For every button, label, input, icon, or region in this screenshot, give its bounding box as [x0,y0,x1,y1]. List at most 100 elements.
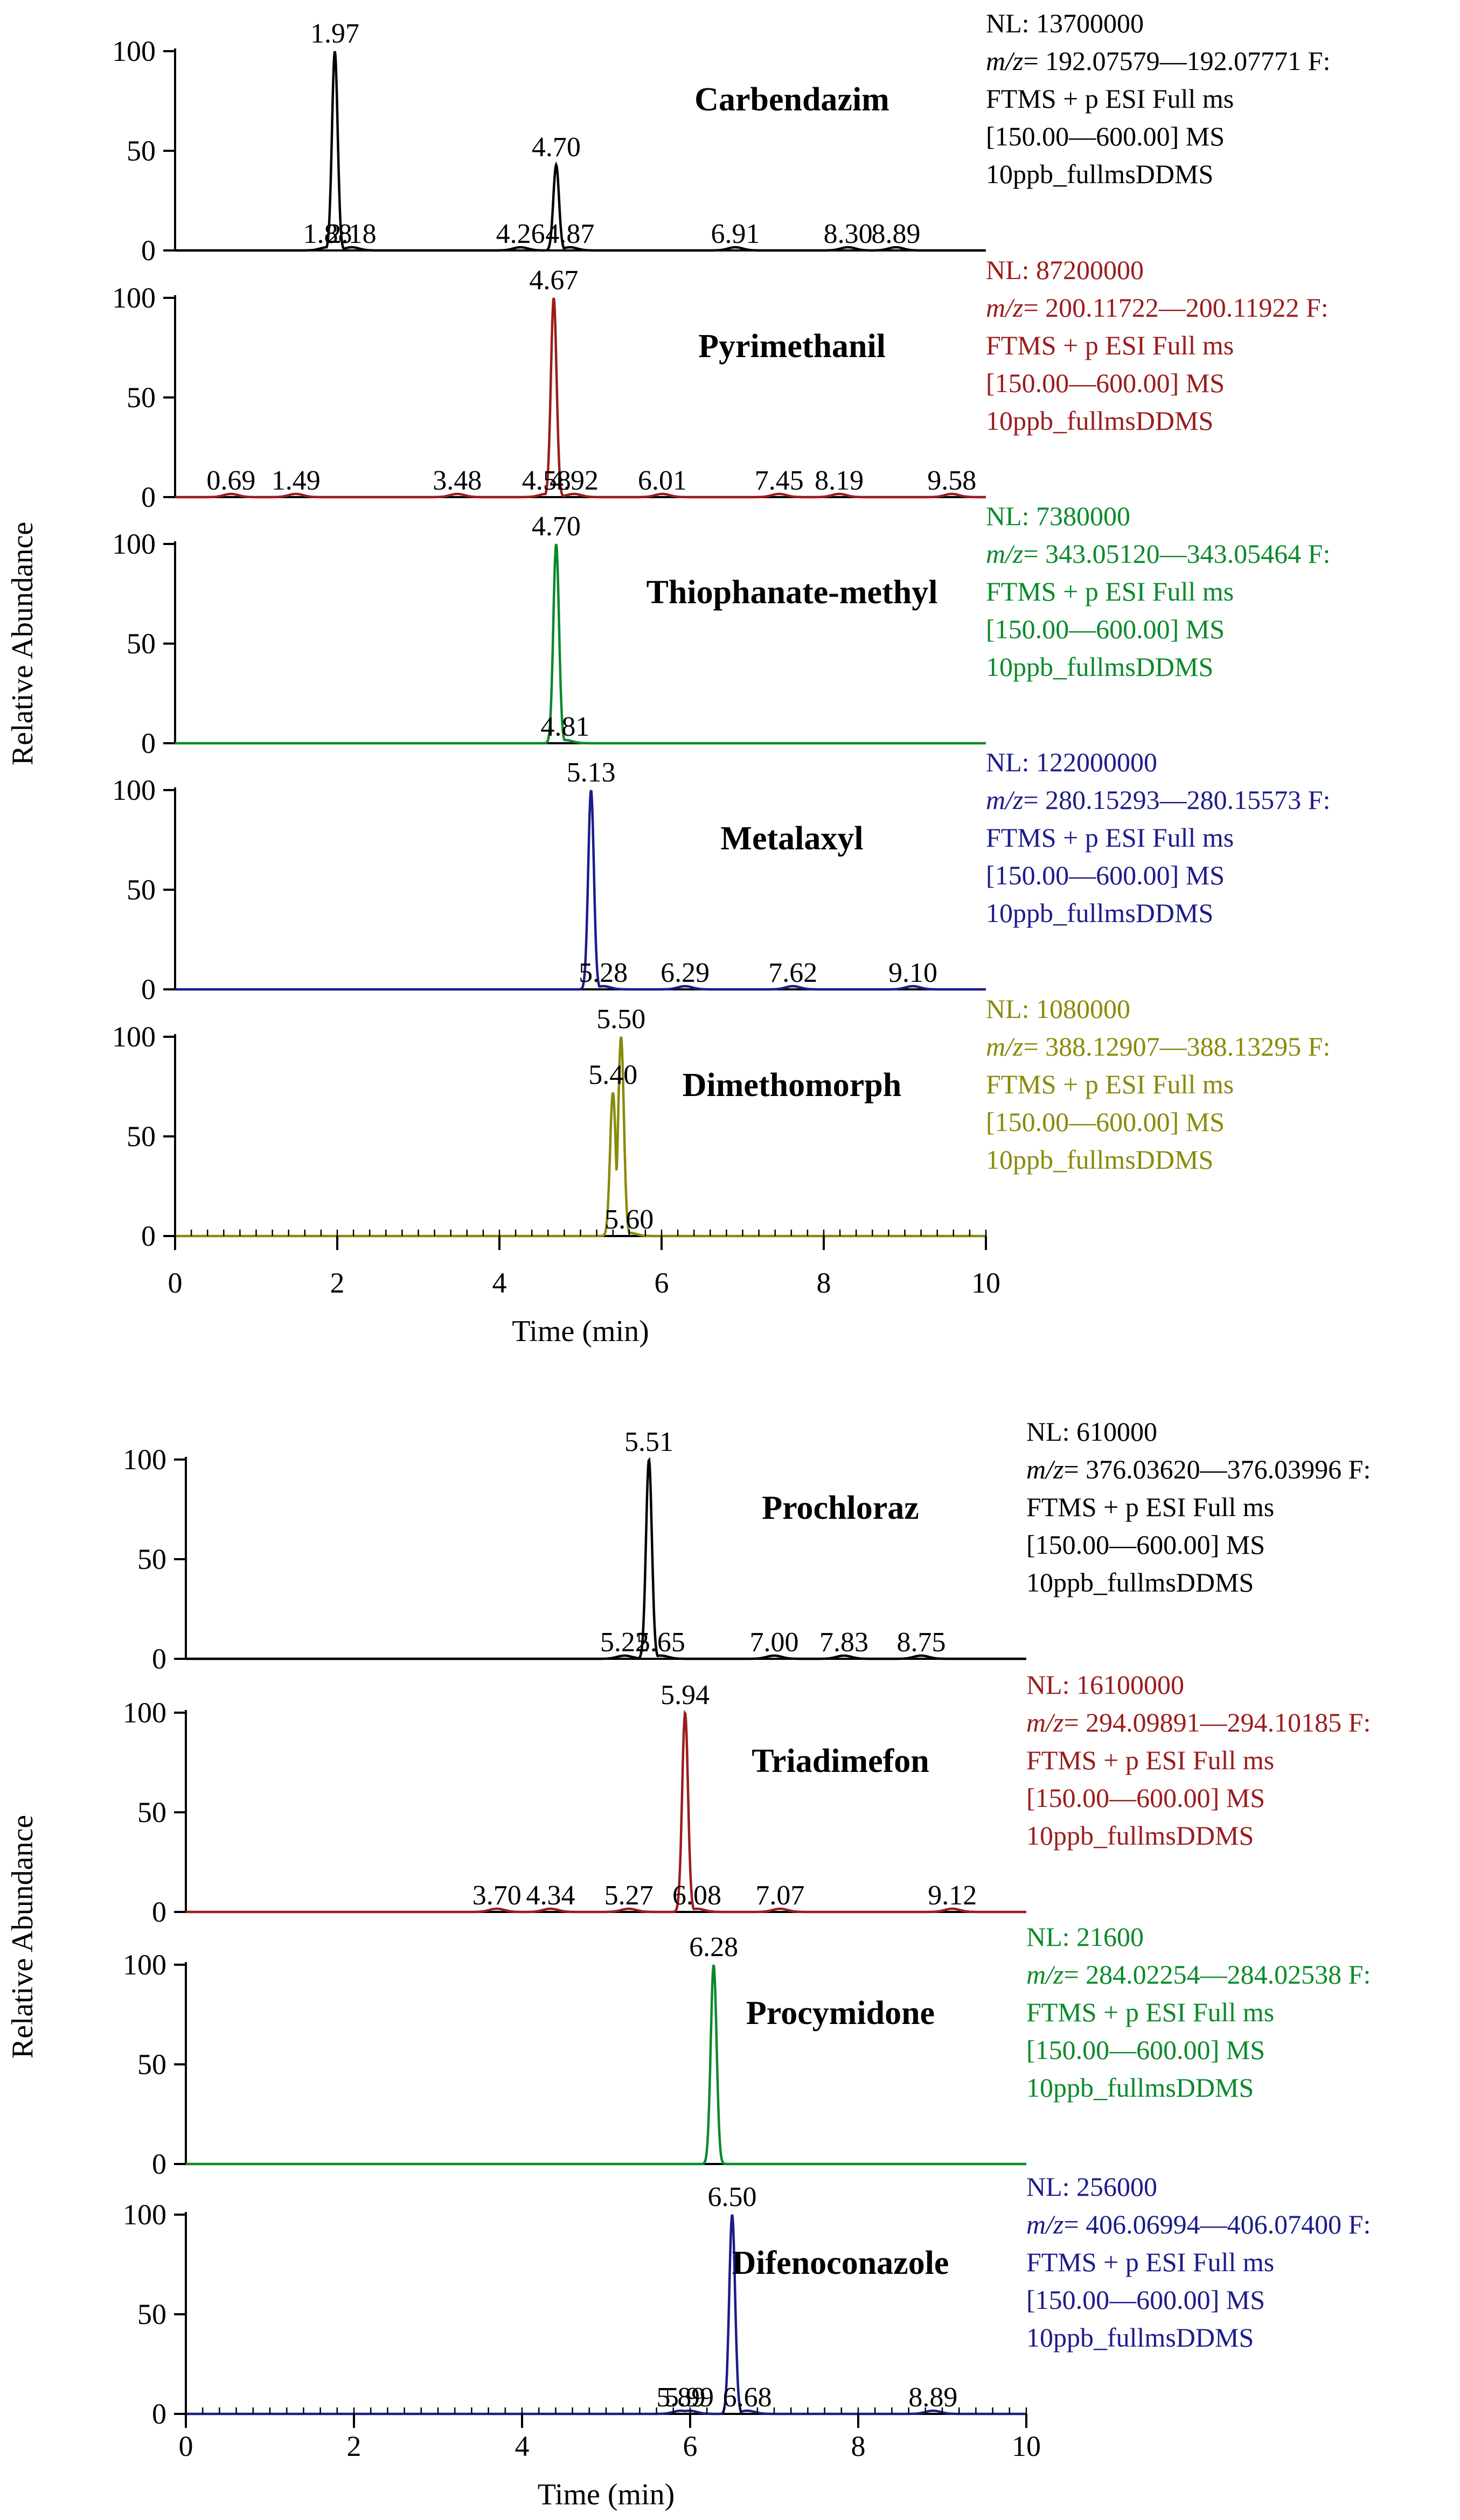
y-tick-label: 50 [127,874,156,906]
x-tick-label: 10 [971,1267,1000,1299]
y-tick-label: 50 [137,1543,166,1575]
peak-label: 6.68 [723,2382,772,2413]
peak-label: 4.70 [532,511,581,542]
compound-name: Thiophanate-methyl [646,574,938,611]
mz-range: m/z= 280.15293—280.15573 F: [986,785,1330,815]
y-tick-label: 100 [123,1443,166,1476]
y-tick-label: 0 [152,2148,166,2180]
y-tick-label: 100 [123,2198,166,2231]
panel-metalaxyl: 0 50 100 5.13 5.28 6.29 7.62 9.10 Metalaxyl NL: 1… [112,747,1330,1006]
x-tick-label: 6 [655,1267,669,1299]
y-tick-label: 0 [152,1643,166,1675]
x-tick-label: 2 [330,1267,345,1299]
info-range: [150.00—600.00] MS [986,121,1225,151]
x-tick-label: 0 [179,2430,193,2462]
panel-procymidone: 0 50 100 6.28 Procymidone NL: 21600 m/z= 284.0… [123,1922,1371,2180]
peak-label: 5.65 [636,1627,685,1658]
peak-label: 4.58 [522,465,571,496]
mz-prefix: m/z [1026,2209,1063,2239]
mz-range: m/z= 294.09891—294.10185 F: [1026,1707,1371,1737]
peak-label: 8.89 [908,2382,957,2413]
mz-range: m/z= 406.06994—406.07400 F: [1026,2209,1371,2239]
peak-label: 4.34 [526,1880,575,1911]
trace-prochloraz [186,1457,1026,1660]
y-tick-label: 50 [137,2048,166,2081]
y-tick-label: 50 [127,135,156,167]
info-file: 10ppb_fullmsDDMS [1026,1820,1254,1851]
compound-name: Triadimefon [752,1743,929,1779]
info-file: 10ppb_fullmsDDMS [986,406,1213,436]
compound-name: Metalaxyl [720,820,863,857]
y-tick-label: 50 [127,1120,156,1153]
panel-carbendazim: 0 50 100 1.97 4.70 1.882.18 4.26 4.87 6.91 8.308.… [112,8,1330,267]
mz-prefix: m/z [986,785,1023,815]
trace-pyrimethanil [175,297,986,499]
info-range: [150.00—600.00] MS [1026,1530,1265,1560]
peak-label: 8.19 [815,465,864,496]
info-file: 10ppb_fullmsDDMS [986,1144,1213,1175]
mz-value: = 284.02254—284.02538 F: [1063,1959,1371,1990]
peak-label: 3.70 [472,1880,522,1911]
x-tick-label: 0 [168,1267,183,1299]
peak-label: 1.97 [310,18,359,49]
mz-prefix: m/z [986,539,1023,569]
peak-label: 4.92 [550,465,599,496]
panel-prochloraz: 0 50 100 5.51 5.225.65 7.00 7.83 8.75 Prochloraz… [123,1416,1371,1675]
peak-label: 8.75 [897,1627,946,1658]
peak-label: 6.29 [661,958,710,988]
y-axis-title: Relative Abundance [6,1815,39,2059]
x-tick-label: 2 [347,2430,361,2462]
y-tick-label: 0 [141,481,156,513]
y-tick-label: 100 [112,528,156,560]
info-file: 10ppb_fullmsDDMS [986,159,1213,189]
peak-label: 4.87 [545,219,594,249]
info-nl: NL: 87200000 [986,255,1144,285]
x-tick-label: 8 [851,2430,866,2462]
y-tick-label: 0 [141,973,156,1006]
peak-label: 8.30 [824,219,873,249]
mz-prefix: m/z [1026,1707,1063,1737]
compound-name: Pyrimethanil [698,328,886,365]
mz-value: = 343.05120—343.05464 F: [1023,539,1330,569]
peak-label: 3.48 [433,465,482,496]
mz-range: m/z= 376.03620—376.03996 F: [1026,1454,1371,1484]
info-scan: FTMS + p ESI Full ms [986,83,1234,114]
info-nl: NL: 16100000 [1026,1670,1184,1700]
peak-label: 4.26 [496,219,545,249]
peak-label: 5.40 [588,1060,637,1091]
mz-value: = 376.03620—376.03996 F: [1063,1454,1371,1484]
peak-label: 7.07 [755,1880,804,1911]
y-tick-label: 100 [112,282,156,314]
info-scan: FTMS + p ESI Full ms [1026,1997,1274,2027]
peak-label: 5.94 [661,1680,710,1711]
y-axis-title: Relative Abundance [6,522,39,766]
peak-label: 4.70 [532,132,581,163]
peak-label: 5.89 [656,2382,705,2413]
peak-label: 5.51 [624,1427,673,1457]
trace-procymidone [186,1964,1026,2166]
mz-range: m/z= 388.12907—388.13295 F: [986,1031,1330,1062]
peak-label: 7.62 [768,958,817,988]
peak-label: 9.10 [888,958,937,988]
peak-label: 7.00 [750,1627,799,1658]
mz-value: = 192.07579—192.07771 F: [1023,46,1330,76]
panel-thiophanate-methyl: 0 50 100 4.70 4.81 Thiophanate-methyl NL: 7380… [112,501,1330,759]
info-nl: NL: 13700000 [986,8,1144,38]
info-nl: NL: 122000000 [986,747,1157,777]
peak-label: 5.27 [604,1880,653,1911]
mz-prefix: m/z [986,46,1023,76]
info-scan: FTMS + p ESI Full ms [1026,1745,1274,1775]
info-range: [150.00—600.00] MS [1026,2035,1265,2065]
panel-pyrimethanil: 0 50 100 4.67 0.69 1.49 3.48 4.584.92 6.01 7.45 8.… [112,255,1329,513]
peak-label: 9.58 [927,465,976,496]
info-scan: FTMS + p ESI Full ms [1026,1492,1274,1522]
trace-carbendazim [175,51,986,252]
mz-prefix: m/z [1026,1454,1063,1484]
mz-prefix: m/z [986,1031,1023,1062]
y-tick-label: 0 [141,234,156,267]
y-tick-label: 100 [112,35,156,67]
